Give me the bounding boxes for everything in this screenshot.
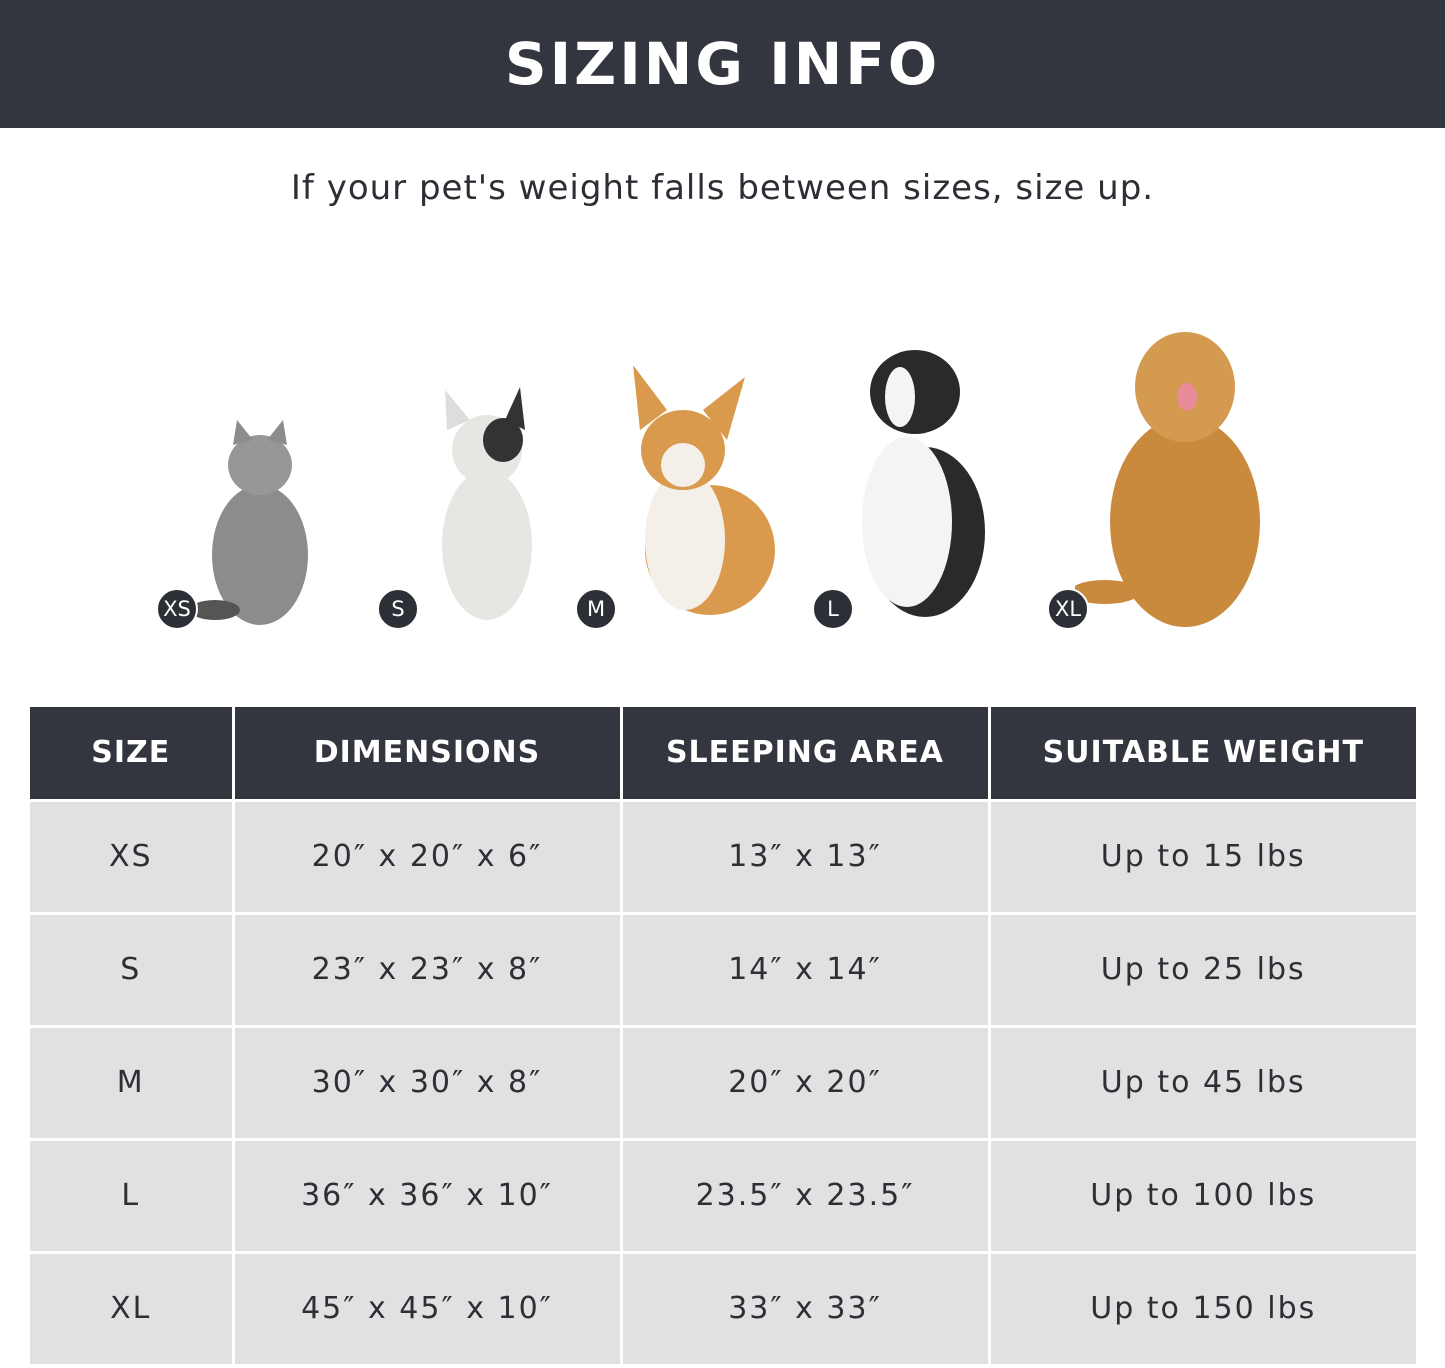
cat-image	[195, 420, 308, 625]
size-badge-m: M	[575, 588, 617, 630]
subtitle: If your pet's weight falls between sizes…	[290, 168, 1155, 208]
cell-suitable-weight: Up to 150 lbs	[987, 1250, 1416, 1367]
header-suitable-weight: SUITABLE WEIGHT	[987, 707, 1416, 802]
cell-dimensions: 30″ x 30″ x 8″	[231, 1024, 623, 1141]
cell-sleeping-area: 20″ x 20″	[619, 1024, 991, 1141]
size-badge-xl: XL	[1047, 588, 1089, 630]
sizing-table: SIZE DIMENSIONS SLEEPING AREA SUITABLE W…	[30, 707, 1416, 1367]
cell-size: XS	[30, 798, 235, 915]
cell-size: M	[30, 1024, 235, 1141]
header-dimensions: DIMENSIONS	[231, 707, 623, 802]
size-badge-xs: XS	[156, 588, 198, 630]
golden-retriever-image	[1075, 332, 1260, 627]
french-bulldog-image	[442, 387, 532, 620]
title-banner: SIZING INFO	[0, 0, 1445, 128]
cell-dimensions: 36″ x 36″ x 10″	[231, 1137, 623, 1254]
table-row: S 23″ x 23″ x 8″ 14″ x 14″ Up to 25 lbs	[30, 911, 1416, 1028]
size-badge-l: L	[812, 588, 854, 630]
cell-suitable-weight: Up to 15 lbs	[987, 798, 1416, 915]
cell-suitable-weight: Up to 25 lbs	[987, 911, 1416, 1028]
cell-size: XL	[30, 1250, 235, 1367]
table-row: XS 20″ x 20″ x 6″ 13″ x 13″ Up to 15 lbs	[30, 798, 1416, 915]
table-row: XL 45″ x 45″ x 10″ 33″ x 33″ Up to 150 lbs	[30, 1250, 1416, 1367]
table-row: M 30″ x 30″ x 8″ 20″ x 20″ Up to 45 lbs	[30, 1024, 1416, 1141]
cell-suitable-weight: Up to 45 lbs	[987, 1024, 1416, 1141]
header-sleeping-area: SLEEPING AREA	[619, 707, 991, 802]
size-badge-s: S	[377, 588, 419, 630]
cell-dimensions: 20″ x 20″ x 6″	[231, 798, 623, 915]
page-title: SIZING INFO	[504, 30, 941, 98]
cell-dimensions: 23″ x 23″ x 8″	[231, 911, 623, 1028]
header-size: SIZE	[30, 707, 235, 802]
cell-sleeping-area: 13″ x 13″	[619, 798, 991, 915]
cell-size: S	[30, 911, 235, 1028]
table-row: L 36″ x 36″ x 10″ 23.5″ x 23.5″ Up to 100 l…	[30, 1137, 1416, 1254]
border-collie-image	[862, 350, 985, 617]
table-header-row: SIZE DIMENSIONS SLEEPING AREA SUITABLE W…	[30, 707, 1416, 802]
corgi-image	[633, 365, 775, 615]
cell-dimensions: 45″ x 45″ x 10″	[231, 1250, 623, 1367]
cell-sleeping-area: 33″ x 33″	[619, 1250, 991, 1367]
cell-size: L	[30, 1137, 235, 1254]
cell-suitable-weight: Up to 100 lbs	[987, 1137, 1416, 1254]
cell-sleeping-area: 14″ x 14″	[619, 911, 991, 1028]
cell-sleeping-area: 23.5″ x 23.5″	[619, 1137, 991, 1254]
